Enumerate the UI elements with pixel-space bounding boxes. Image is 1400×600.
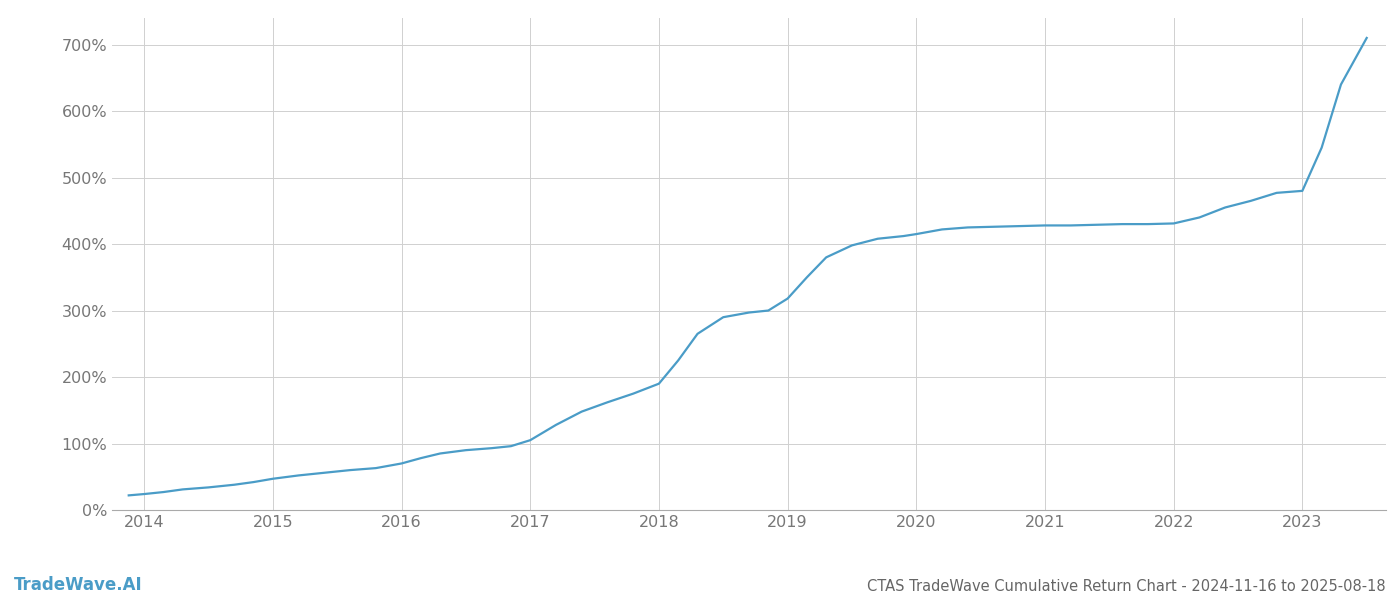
Text: CTAS TradeWave Cumulative Return Chart - 2024-11-16 to 2025-08-18: CTAS TradeWave Cumulative Return Chart -… xyxy=(868,579,1386,594)
Text: TradeWave.AI: TradeWave.AI xyxy=(14,576,143,594)
